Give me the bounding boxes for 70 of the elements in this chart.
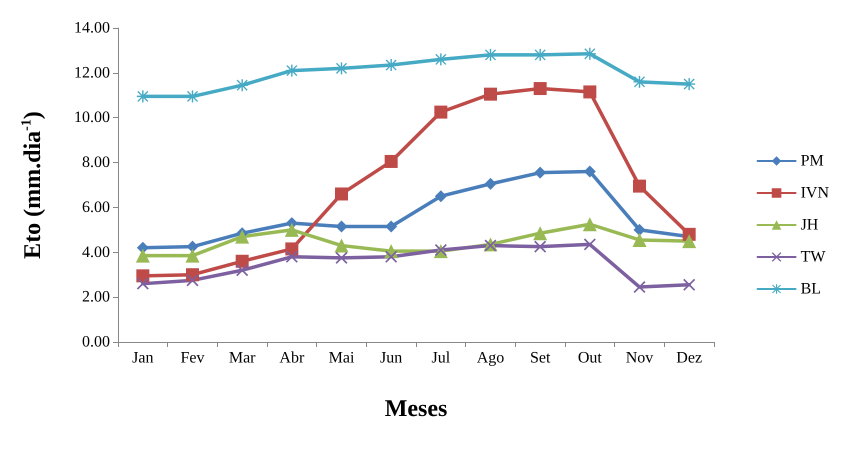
- point: [683, 278, 696, 291]
- point: [136, 278, 149, 290]
- point: [484, 88, 497, 101]
- y-tick-label: 14.00: [74, 20, 110, 36]
- point: [632, 232, 646, 247]
- point: [384, 154, 398, 168]
- legend-label: BL: [800, 280, 822, 298]
- point: [533, 226, 548, 240]
- point: [236, 254, 249, 268]
- point: [582, 217, 597, 232]
- point: [682, 234, 696, 248]
- x-tick-label: Out: [578, 350, 602, 366]
- point: [335, 187, 348, 200]
- point: [186, 248, 200, 263]
- y-tick-label: 6.00: [82, 198, 110, 216]
- x-tick-label: Dez: [676, 350, 702, 366]
- point: [334, 238, 348, 253]
- point: [583, 85, 596, 98]
- point: [534, 166, 546, 179]
- y-tick-label: 4.00: [82, 244, 110, 261]
- point: [336, 220, 348, 232]
- point: [235, 230, 250, 244]
- point: [385, 220, 398, 232]
- point: [434, 190, 447, 202]
- y-tick-label: 0.00: [82, 334, 110, 350]
- point: [286, 250, 298, 263]
- point: [286, 64, 298, 77]
- y-tick-label: 12.00: [74, 64, 110, 82]
- legend-label: JH: [800, 216, 819, 234]
- point: [534, 82, 547, 96]
- point: [584, 166, 596, 178]
- point: [236, 79, 248, 92]
- point: [634, 224, 646, 236]
- x-axis-title: Meses: [384, 396, 448, 422]
- x-tick-label: Jan: [132, 350, 154, 366]
- point: [534, 240, 546, 253]
- y-tick-label: 10.00: [74, 109, 110, 126]
- point: [633, 180, 646, 193]
- x-tick-label: Ago: [476, 350, 504, 366]
- point: [634, 281, 646, 294]
- point: [336, 252, 348, 264]
- point: [484, 240, 496, 252]
- legend-label: TW: [800, 248, 826, 266]
- point: [385, 250, 398, 263]
- legend-label: PM: [800, 152, 824, 170]
- point: [186, 274, 198, 286]
- y-tick-label: 8.00: [82, 154, 110, 172]
- x-tick-label: Set: [530, 350, 551, 366]
- legend-label: IVN: [800, 184, 830, 202]
- point: [584, 238, 596, 250]
- point: [236, 264, 248, 276]
- x-tick-label: Nov: [626, 350, 654, 366]
- x-tick-label: Mai: [328, 350, 355, 366]
- x-tick-label: Jun: [380, 350, 402, 366]
- point: [534, 48, 546, 61]
- x-tick-label: Abr: [279, 350, 305, 366]
- point: [434, 53, 447, 66]
- point: [434, 106, 448, 119]
- point: [584, 48, 596, 60]
- y-tick-label: 2.00: [82, 288, 110, 306]
- point: [136, 248, 150, 263]
- point: [186, 240, 198, 253]
- point: [683, 78, 696, 90]
- point: [284, 222, 299, 237]
- y-axis-title: Eto (mm.dia-1): [20, 111, 46, 259]
- x-tick-label: Mar: [228, 350, 256, 366]
- point: [136, 90, 149, 102]
- x-tick-label: Jul: [431, 350, 451, 366]
- point: [484, 178, 496, 190]
- x-tick-label: Fev: [180, 350, 204, 366]
